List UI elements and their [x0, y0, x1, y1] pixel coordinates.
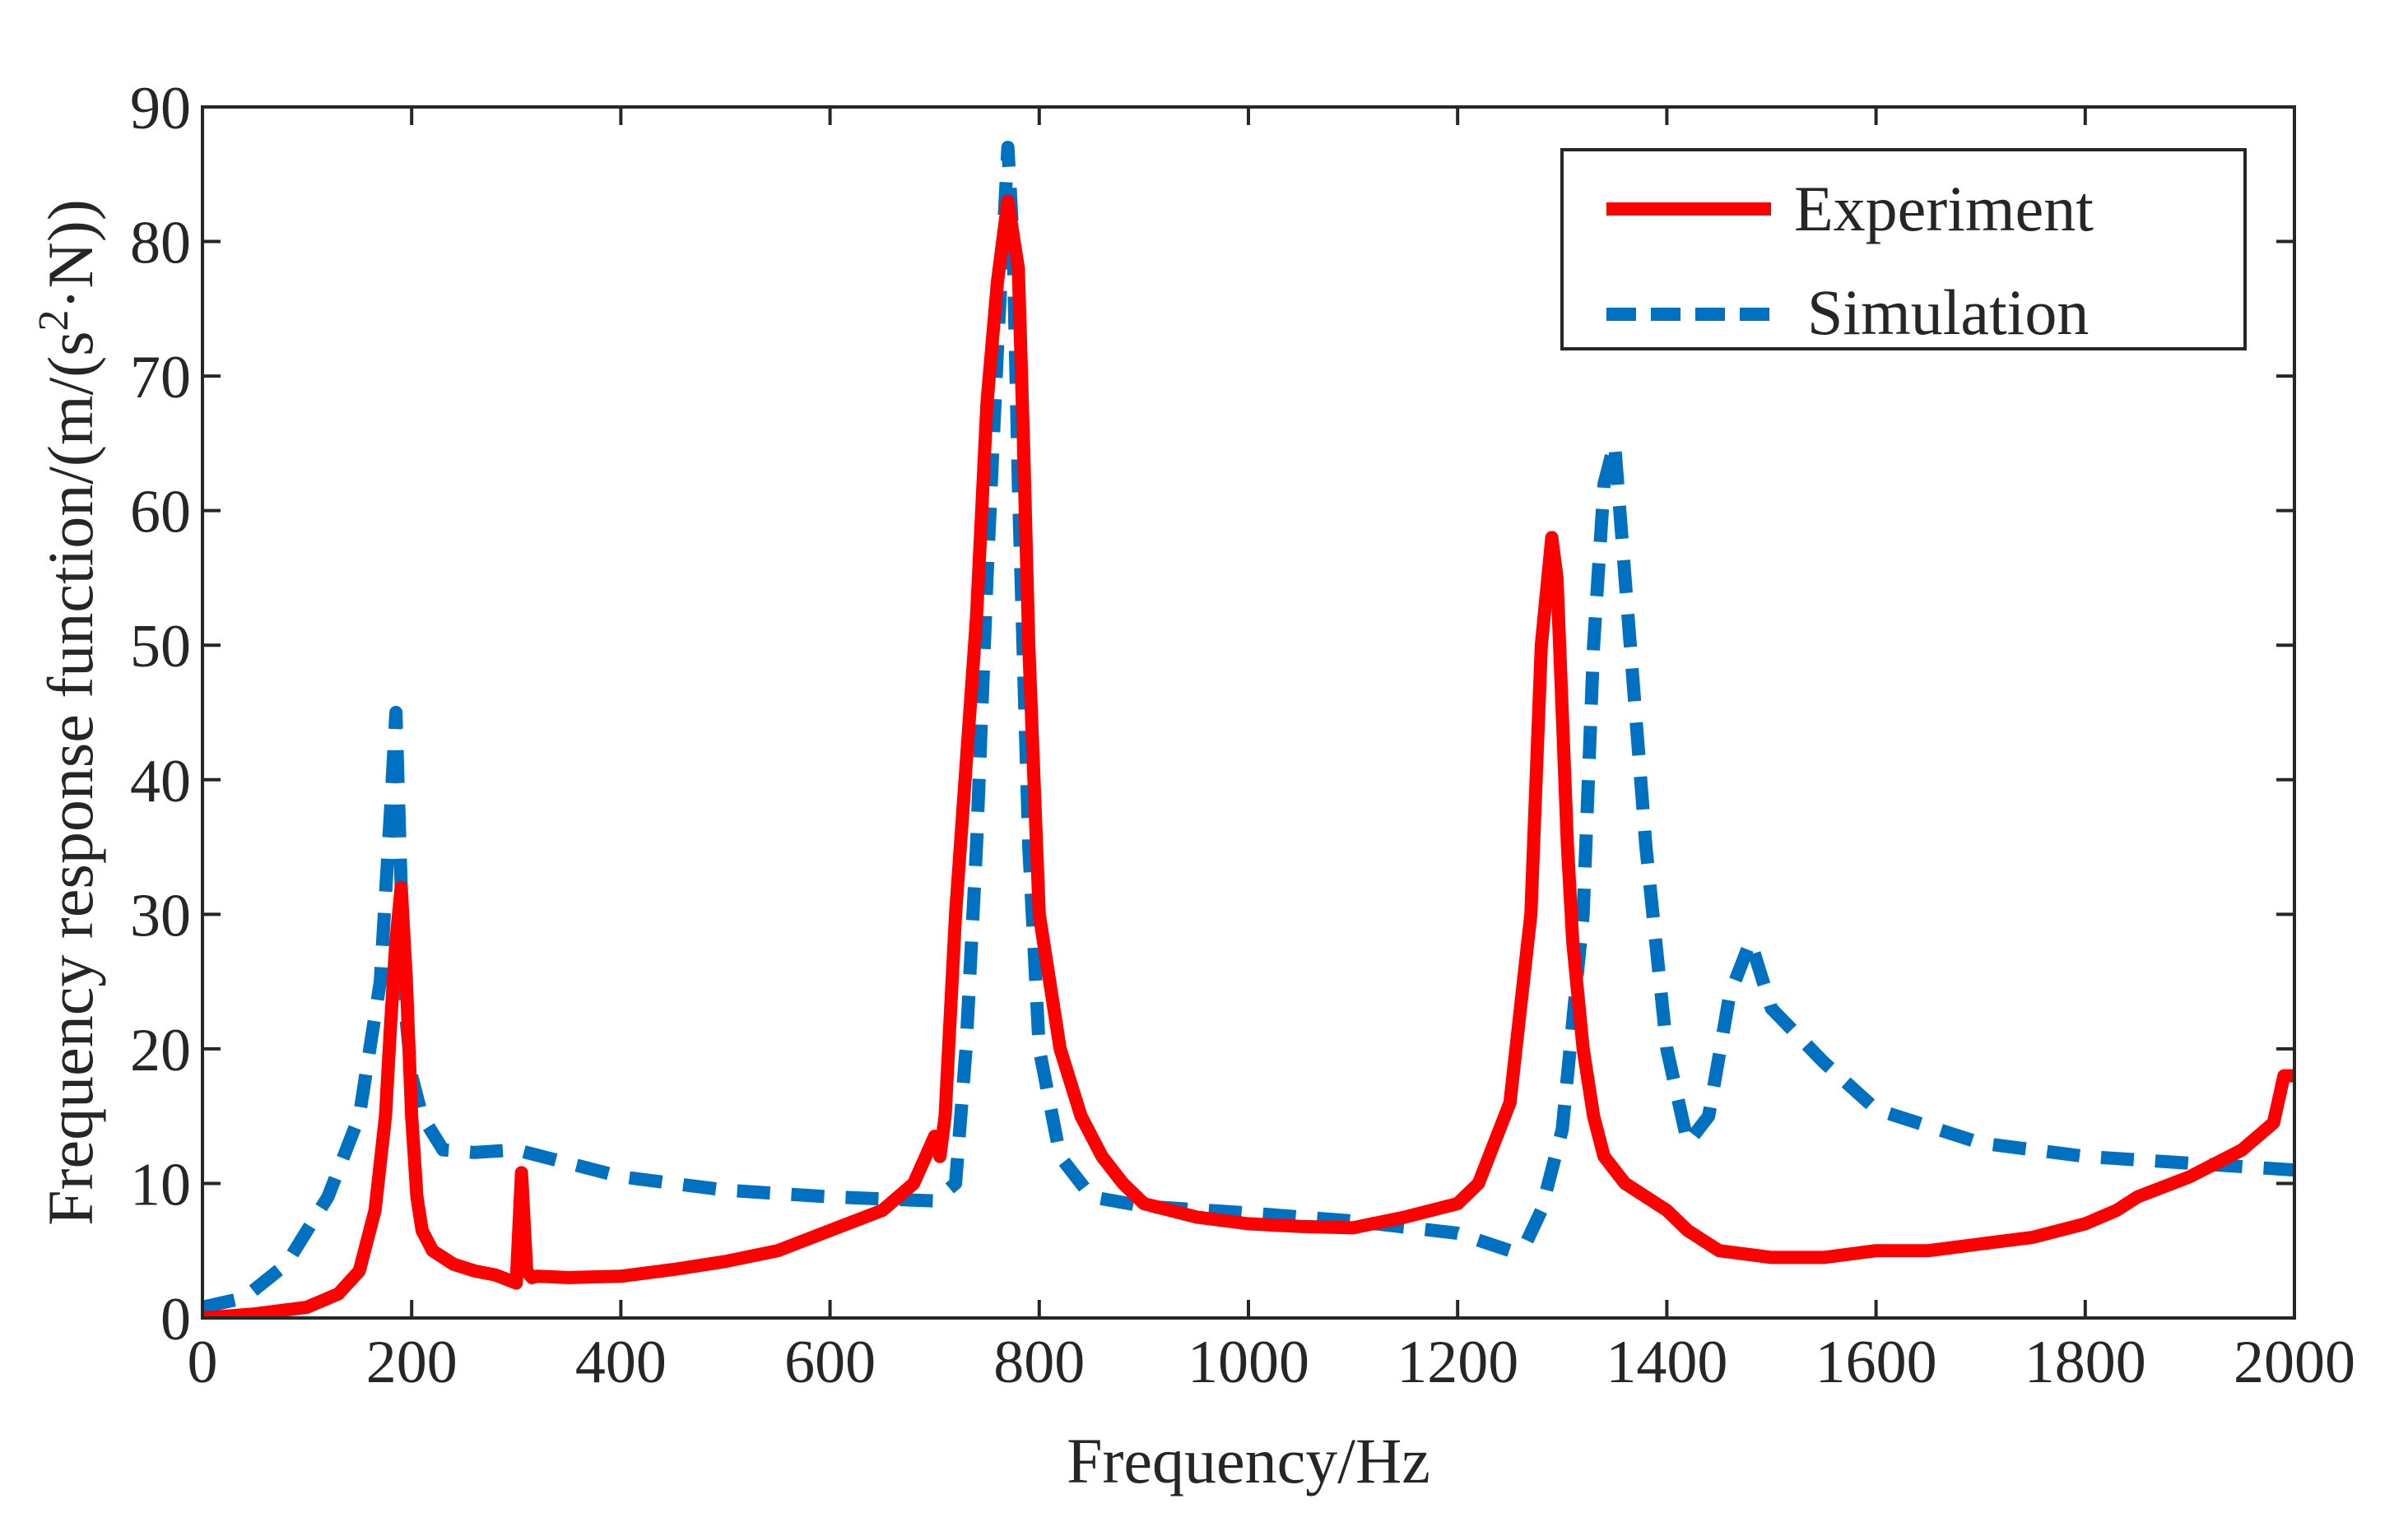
- plot-area: [202, 141, 2294, 1318]
- x-tick-label: 1200: [1397, 1329, 1518, 1396]
- x-tick-label: 800: [993, 1329, 1085, 1396]
- y-tick-label: 30: [130, 882, 191, 949]
- y-axis-label: Frequency response function/(m/(s2·N)): [30, 199, 106, 1226]
- y-tick-label: 90: [130, 75, 191, 142]
- x-tick-label: 1400: [1606, 1329, 1727, 1396]
- x-tick-label: 600: [784, 1329, 876, 1396]
- y-axis-label-superscript: 2: [30, 309, 77, 331]
- x-tick-label: 400: [575, 1329, 667, 1396]
- x-tick-label: 0: [188, 1329, 218, 1396]
- y-tick-label: 60: [130, 479, 191, 546]
- x-tick-label: 1800: [2024, 1329, 2146, 1396]
- x-tick-label: 1600: [1815, 1329, 1937, 1396]
- x-tick-label: 200: [366, 1329, 458, 1396]
- series-line-experiment: [202, 194, 2294, 1318]
- y-tick-label: 80: [130, 210, 191, 277]
- y-tick-label: 70: [130, 344, 191, 411]
- y-tick-label: 10: [130, 1151, 191, 1218]
- legend: Experiment Simulation: [1560, 148, 2247, 350]
- x-tick-label: 2000: [2234, 1329, 2355, 1396]
- y-tick-label: 20: [130, 1017, 191, 1084]
- x-tick-label: 1000: [1188, 1329, 1309, 1396]
- ticks-layer: 0 200 400 600 800 1000 1200 1400 1600 1800 2000 0 10…: [130, 75, 2355, 1396]
- y-axis-label-prefix: Frequency response function/(m/(s: [35, 331, 106, 1225]
- y-tick-label: 50: [130, 613, 191, 680]
- y-axis-label-suffix: ·N)): [35, 199, 106, 309]
- y-tick-label: 0: [160, 1286, 191, 1353]
- x-axis-label: Frequency/Hz: [1067, 1425, 1430, 1496]
- series-layer: [202, 141, 2294, 1318]
- legend-experiment-label: Experiment: [1794, 173, 2094, 244]
- legend-simulation-label: Simulation: [1807, 276, 2089, 348]
- y-tick-label: 40: [130, 748, 191, 815]
